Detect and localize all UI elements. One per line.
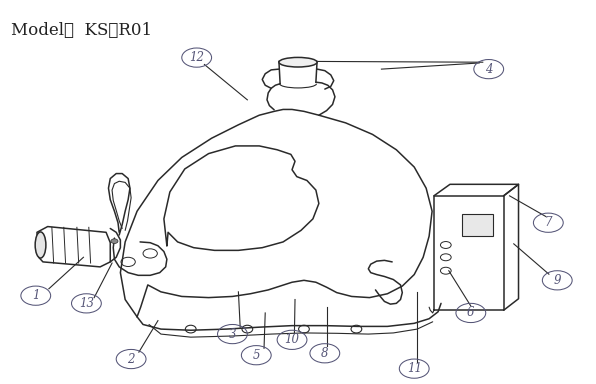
Text: 10: 10 — [284, 333, 300, 346]
Text: 12: 12 — [189, 51, 204, 64]
Ellipse shape — [35, 232, 46, 258]
Text: 4: 4 — [485, 63, 492, 76]
Bar — [462, 214, 493, 236]
Text: 8: 8 — [321, 347, 328, 360]
Ellipse shape — [279, 58, 317, 67]
Text: 1: 1 — [32, 289, 39, 302]
Text: 3: 3 — [229, 328, 236, 341]
Text: 5: 5 — [253, 349, 260, 362]
Text: 13: 13 — [79, 297, 94, 310]
Text: 11: 11 — [406, 362, 422, 375]
Circle shape — [111, 239, 118, 243]
Text: 7: 7 — [545, 216, 552, 229]
Text: 2: 2 — [128, 353, 135, 366]
Text: 6: 6 — [467, 306, 474, 319]
Text: 9: 9 — [554, 274, 561, 287]
Text: Model：  KS－R01: Model： KS－R01 — [11, 22, 152, 39]
